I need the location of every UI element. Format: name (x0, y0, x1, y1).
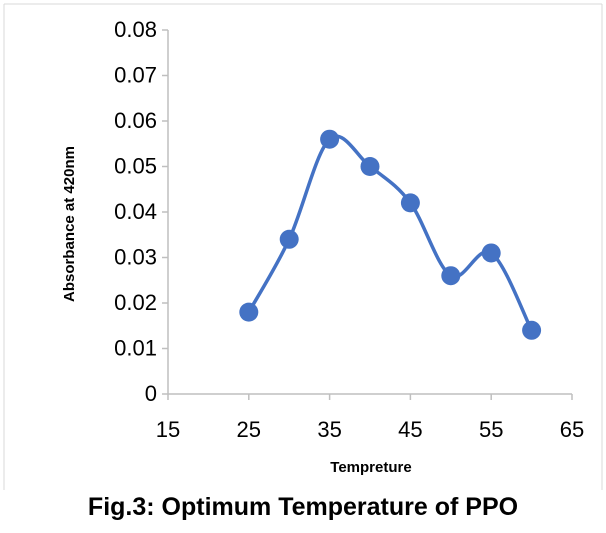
y-tick-label: 0.05 (114, 154, 157, 179)
x-tick-label: 55 (479, 417, 503, 442)
x-axis-title: Tempreture (330, 459, 411, 476)
data-points (239, 129, 542, 340)
y-axis-title: Absorbance at 420nm (61, 146, 78, 302)
x-tick-label: 25 (237, 417, 261, 442)
data-point (239, 302, 259, 322)
data-point (481, 243, 501, 263)
y-tick-label: 0.06 (114, 108, 157, 133)
data-point (522, 320, 542, 340)
x-tick-label: 35 (317, 417, 341, 442)
y-tick-label: 0.02 (114, 290, 157, 315)
axes (167, 30, 572, 395)
y-tick-label: 0.03 (114, 245, 157, 270)
y-tick-labels: 0 0.01 0.02 0.03 0.04 0.05 0.06 0.07 0.08 (114, 17, 168, 406)
x-tick-labels: 15 25 35 45 55 65 (156, 394, 584, 442)
data-point (400, 193, 420, 213)
line-chart: 0 0.01 0.02 0.03 0.04 0.05 0.06 0.07 0.08 15 25 35… (3, 3, 603, 490)
y-tick-label: 0 (145, 381, 157, 406)
y-tick-label: 0.08 (114, 17, 157, 42)
y-tick-label: 0.01 (114, 336, 157, 361)
y-tick-label: 0.04 (114, 199, 157, 224)
data-point (279, 229, 299, 249)
x-tick-label: 45 (398, 417, 422, 442)
data-point (320, 129, 340, 149)
data-point (441, 266, 461, 286)
x-tick-label: 15 (156, 417, 180, 442)
data-point (360, 157, 380, 176)
figure-caption: Fig.3: Optimum Temperature of PPO (87, 493, 519, 521)
y-tick-label: 0.07 (114, 63, 157, 88)
x-tick-label: 65 (560, 417, 584, 442)
